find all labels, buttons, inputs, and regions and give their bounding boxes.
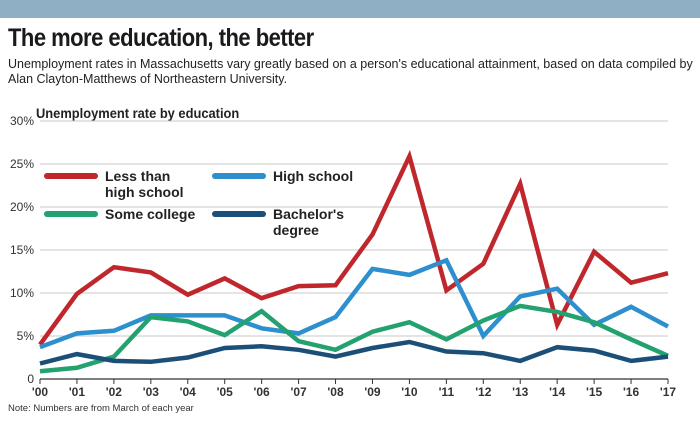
headline: The more education, the better <box>8 24 314 52</box>
x-tick-label: '15 <box>586 385 603 399</box>
x-tick-label: '16 <box>623 385 640 399</box>
y-tick-label: 25% <box>10 157 34 171</box>
x-tick-label: '04 <box>180 385 197 399</box>
legend-label: Bachelor's <box>273 206 344 222</box>
footnote: Note: Numbers are from March of each yea… <box>8 403 194 414</box>
x-tick-label: '10 <box>401 385 418 399</box>
y-tick-label: 5% <box>17 329 35 343</box>
x-tick-label: '13 <box>512 385 529 399</box>
x-tick-label: '14 <box>549 385 566 399</box>
legend-label: Some college <box>105 206 195 222</box>
x-tick-label: '09 <box>364 385 381 399</box>
y-tick-label: 0 <box>27 372 34 386</box>
series-line-2 <box>39 303 669 374</box>
x-tick-label: '12 <box>475 385 492 399</box>
legend-label: High school <box>273 168 353 184</box>
x-tick-label: '00 <box>32 385 49 399</box>
y-tick-label: 10% <box>10 286 34 300</box>
subtitle: Unemployment rates in Massachusetts vary… <box>8 57 693 86</box>
x-tick-label: '01 <box>69 385 86 399</box>
y-tick-label: 20% <box>10 200 34 214</box>
chart-title: Unemployment rate by education <box>36 105 240 121</box>
series-line-1 <box>39 257 670 350</box>
x-tick-label: '06 <box>254 385 271 399</box>
x-tick-label: '03 <box>143 385 160 399</box>
x-tick-label: '07 <box>290 385 307 399</box>
series-line-3 <box>39 339 669 366</box>
legend-label: high school <box>105 184 184 200</box>
y-tick-label: 30% <box>10 114 34 128</box>
top-color-bar <box>0 0 700 18</box>
x-tick-label: '11 <box>439 385 455 399</box>
x-tick-label: '08 <box>327 385 344 399</box>
x-tick-label: '17 <box>660 385 677 399</box>
x-tick-label: '02 <box>106 385 123 399</box>
x-tick-label: '05 <box>217 385 234 399</box>
legend-label: Less than <box>105 168 170 184</box>
legend-label: degree <box>273 222 319 238</box>
y-tick-label: 15% <box>10 243 34 257</box>
